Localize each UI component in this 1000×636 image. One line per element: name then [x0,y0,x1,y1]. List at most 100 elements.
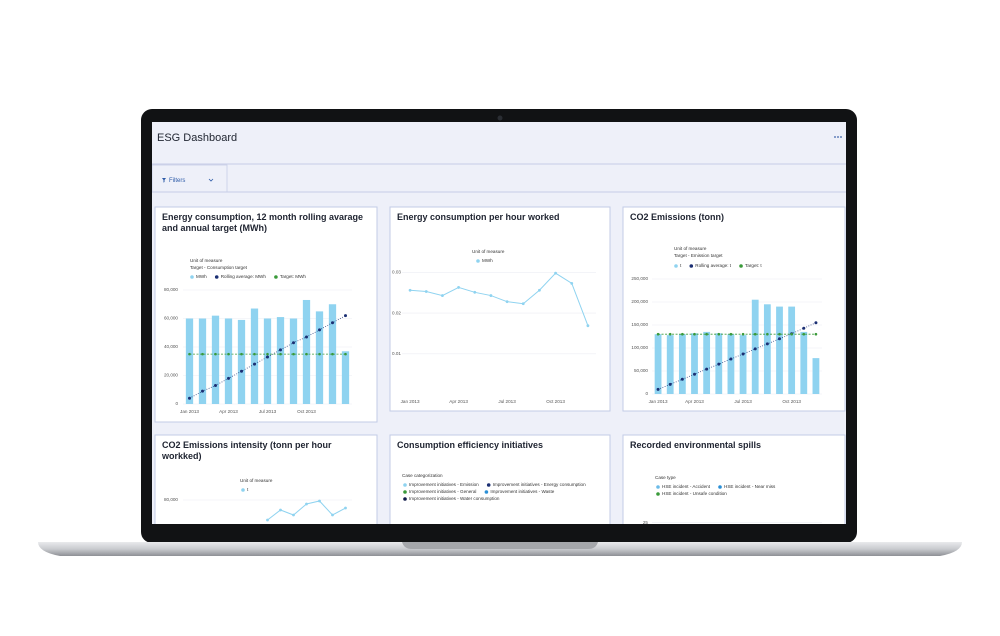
legend-label: Rolling average: t [695,263,731,268]
screen: ESG Dashboard Filters Energy consumption… [152,122,846,524]
point [266,355,269,359]
panel-title-box: CO2 Emissions (tonn) [630,212,724,222]
panel-title: CO2 Emissions intensity (tonn per hour w… [162,440,332,461]
point [201,389,204,393]
point [292,341,295,345]
legend-label: Target: t [745,263,762,268]
y-tick-label: 60,000 [164,316,178,321]
x-tick-label: Jul 2013 [259,409,277,414]
bar [198,318,207,404]
point [680,377,684,381]
point [505,300,509,304]
point [790,332,793,336]
point [753,347,757,351]
legend-subtitle: Target - Consumption target [190,265,248,270]
point [344,352,347,356]
legend-subtitle: Target - Emission target [674,253,723,258]
point [253,352,256,356]
panel-card [389,206,611,412]
point [570,281,574,285]
x-tick-label: Jan 2013 [401,399,420,404]
more-menu[interactable] [834,136,836,138]
legend-title: Unit of measure [472,249,505,254]
more-menu-dot [837,136,839,138]
point [778,337,781,341]
point [227,376,230,380]
bar [763,304,771,394]
panel-title-box: Energy consumption, 12 month rolling ava… [162,212,363,233]
bar [812,358,820,394]
x-tick-label: Oct 2013 [546,399,565,404]
legend-marker [214,275,219,279]
point [693,372,696,376]
bar [751,299,759,394]
point [802,326,806,330]
point [729,332,733,336]
point [741,352,745,356]
legend-label: Improvement initiatives - Waste [490,489,554,494]
point [717,362,721,366]
bar [703,331,711,394]
point [656,387,660,391]
point [201,352,204,356]
panel-title-box: Consumption efficiency initiatives [397,440,543,450]
point [305,502,308,506]
legend-label: HSE incident - Unsafe condition [662,491,727,496]
legend-title: Case categorization [402,473,443,478]
y-tick-label: 20,000 [164,373,178,378]
x-tick-label: Oct 2013 [782,399,801,404]
x-tick-label: Apr 2013 [449,399,468,404]
bar [224,318,233,404]
point [266,352,269,356]
point [331,513,334,517]
bar [315,311,324,404]
legend-marker [403,483,407,487]
legend-marker [689,264,694,268]
point [331,321,334,325]
point [279,352,282,356]
point [188,396,191,400]
panel-title-box: CO2 Emissions intensity (tonn per hour w… [162,440,332,461]
legend-marker [674,264,678,268]
legend-label: HSE incident - Near miss [724,484,776,489]
legend-title: Unit of measure [674,246,707,251]
x-tick-label: Jan 2013 [180,409,199,414]
legend-label: Improvement initiatives - Emission [409,482,479,487]
legend-marker [274,275,278,279]
bar [289,318,298,404]
legend-label: Improvement initiatives - General [409,489,476,494]
panel-card [389,434,611,524]
legend-marker [403,497,407,501]
panel-title: Recorded environmental spills [630,440,762,450]
panel-title-box: Energy consumption per hour worked [397,212,560,222]
y-tick-label: 80,000 [164,287,178,292]
point [766,332,769,336]
point [681,332,684,336]
legend-marker [190,275,194,279]
legend-marker [486,483,491,487]
panel: CO2 Emissions (tonn) Unit of measure Targe… [622,206,846,412]
panel-card [622,434,846,524]
point [279,508,282,512]
point [802,332,806,336]
filters-chevron [208,178,214,182]
x-tick-label: Oct 2013 [297,409,316,414]
point [188,352,191,356]
point [318,352,321,356]
point [240,352,243,356]
x-tick-label: Apr 2013 [219,409,238,414]
point [292,352,295,356]
y-tick-label: 0.01 [392,351,401,356]
point [753,332,757,336]
panel: Recorded environmental spills Case type HS… [622,434,846,524]
bar [211,315,220,404]
legend-marker [403,490,407,494]
bar [776,306,783,394]
y-tick-label: 200,000 [631,299,648,304]
legend-marker [476,259,480,263]
point [729,357,733,361]
bar [185,318,194,404]
point [227,352,230,356]
point [214,352,217,356]
